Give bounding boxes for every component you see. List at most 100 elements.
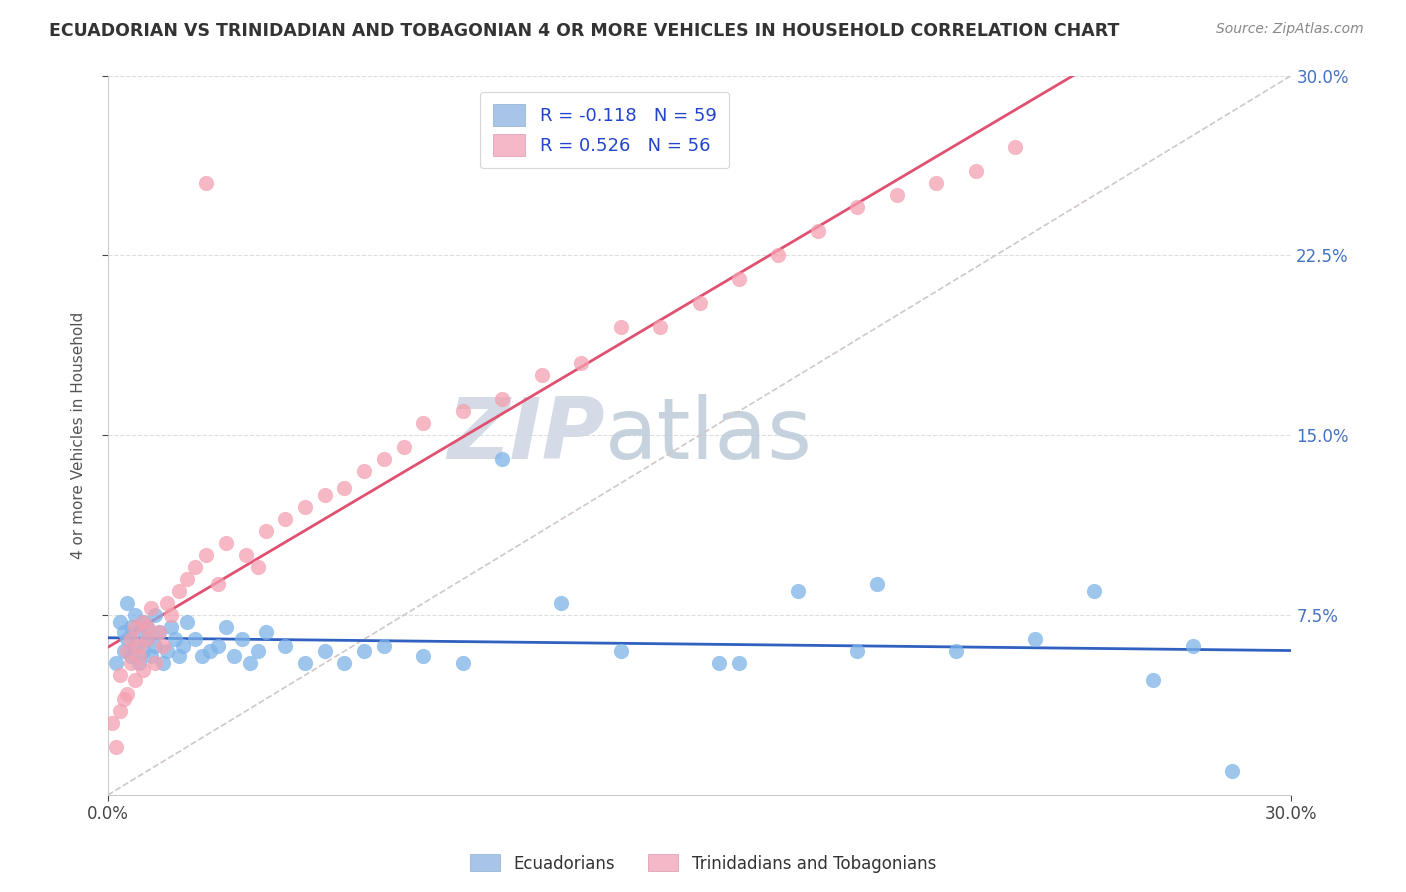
Point — [609, 320, 631, 334]
Text: Source: ZipAtlas.com: Source: ZipAtlas.com — [1216, 22, 1364, 37]
Point — [222, 648, 245, 663]
Point — [143, 608, 166, 623]
Point — [1024, 632, 1046, 647]
Point — [120, 656, 142, 670]
Point — [136, 620, 159, 634]
Point — [128, 656, 150, 670]
Point — [100, 716, 122, 731]
Point — [1220, 764, 1243, 778]
Point — [148, 624, 170, 639]
Point — [333, 656, 356, 670]
Point — [294, 500, 316, 515]
Point — [333, 481, 356, 495]
Point — [172, 640, 194, 654]
Point — [141, 648, 163, 663]
Point — [136, 620, 159, 634]
Y-axis label: 4 or more Vehicles in Household: 4 or more Vehicles in Household — [72, 311, 86, 559]
Point — [112, 624, 135, 639]
Point — [866, 577, 889, 591]
Point — [314, 488, 336, 502]
Point — [451, 404, 474, 418]
Point — [120, 632, 142, 647]
Point — [152, 640, 174, 654]
Point — [167, 648, 190, 663]
Point — [128, 648, 150, 663]
Point — [124, 608, 146, 623]
Point — [294, 656, 316, 670]
Point — [965, 164, 987, 178]
Point — [807, 224, 830, 238]
Point — [124, 640, 146, 654]
Point — [124, 620, 146, 634]
Point — [117, 644, 139, 658]
Point — [132, 644, 155, 658]
Point — [104, 656, 127, 670]
Point — [648, 320, 671, 334]
Point — [132, 615, 155, 630]
Point — [373, 452, 395, 467]
Point — [246, 644, 269, 658]
Point — [246, 560, 269, 574]
Point — [530, 368, 553, 383]
Point — [314, 644, 336, 658]
Point — [200, 644, 222, 658]
Point — [353, 644, 375, 658]
Point — [709, 656, 731, 670]
Point — [768, 248, 790, 262]
Text: ZIP: ZIP — [447, 393, 605, 477]
Point — [148, 624, 170, 639]
Point — [215, 620, 238, 634]
Point — [156, 644, 179, 658]
Point — [191, 648, 214, 663]
Point — [120, 648, 142, 663]
Point — [108, 615, 131, 630]
Point — [1181, 640, 1204, 654]
Point — [373, 640, 395, 654]
Legend: Ecuadorians, Trinidadians and Tobagonians: Ecuadorians, Trinidadians and Tobagonian… — [464, 847, 942, 880]
Point — [1142, 673, 1164, 687]
Point — [886, 188, 908, 202]
Point — [491, 392, 513, 407]
Point — [207, 640, 229, 654]
Point — [728, 272, 751, 286]
Point — [117, 632, 139, 647]
Point — [491, 452, 513, 467]
Point — [925, 177, 948, 191]
Point — [152, 656, 174, 670]
Point — [569, 356, 592, 370]
Point — [112, 692, 135, 706]
Point — [215, 536, 238, 550]
Point — [787, 584, 810, 599]
Point — [132, 664, 155, 678]
Point — [163, 632, 186, 647]
Point — [609, 644, 631, 658]
Point — [239, 656, 262, 670]
Text: ECUADORIAN VS TRINIDADIAN AND TOBAGONIAN 4 OR MORE VEHICLES IN HOUSEHOLD CORRELA: ECUADORIAN VS TRINIDADIAN AND TOBAGONIAN… — [49, 22, 1119, 40]
Point — [183, 632, 205, 647]
Point — [235, 548, 257, 562]
Point — [1004, 140, 1026, 154]
Point — [117, 596, 139, 610]
Point — [451, 656, 474, 670]
Point — [143, 640, 166, 654]
Text: atlas: atlas — [605, 393, 813, 477]
Legend: R = -0.118   N = 59, R = 0.526   N = 56: R = -0.118 N = 59, R = 0.526 N = 56 — [481, 92, 730, 169]
Point — [108, 668, 131, 682]
Point — [117, 687, 139, 701]
Point — [412, 417, 434, 431]
Point — [132, 615, 155, 630]
Point — [392, 440, 415, 454]
Point — [195, 548, 218, 562]
Point — [143, 656, 166, 670]
Point — [183, 560, 205, 574]
Point — [728, 656, 751, 670]
Point — [124, 673, 146, 687]
Point — [846, 201, 869, 215]
Point — [846, 644, 869, 658]
Point — [136, 632, 159, 647]
Point — [160, 608, 183, 623]
Point — [120, 620, 142, 634]
Point — [195, 177, 218, 191]
Point — [141, 601, 163, 615]
Point — [136, 632, 159, 647]
